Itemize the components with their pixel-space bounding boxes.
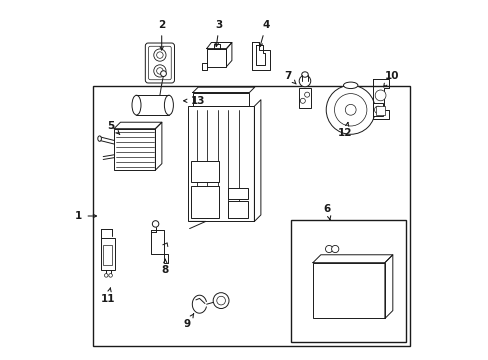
Text: 4: 4 (259, 20, 269, 46)
Circle shape (216, 296, 225, 305)
Text: 2: 2 (158, 20, 165, 50)
Bar (93, 86, 409, 346)
Circle shape (325, 85, 374, 134)
Ellipse shape (299, 75, 310, 87)
Text: 12: 12 (337, 122, 352, 138)
Circle shape (104, 274, 108, 277)
Circle shape (331, 246, 338, 253)
Bar (187, 106, 254, 221)
Circle shape (334, 94, 366, 126)
Circle shape (300, 98, 305, 103)
Circle shape (374, 90, 385, 101)
Bar (191, 161, 219, 182)
Circle shape (160, 71, 166, 77)
Text: 6: 6 (323, 204, 330, 220)
Ellipse shape (301, 72, 307, 77)
Bar (101, 238, 114, 270)
FancyBboxPatch shape (148, 46, 171, 80)
Ellipse shape (164, 95, 173, 115)
Bar (228, 188, 248, 199)
Text: 9: 9 (183, 314, 193, 329)
Circle shape (345, 104, 355, 115)
FancyBboxPatch shape (145, 43, 174, 83)
Bar (372, 103, 382, 116)
Circle shape (156, 68, 163, 74)
Circle shape (153, 49, 166, 61)
Bar (103, 245, 112, 265)
Circle shape (108, 274, 112, 277)
Circle shape (374, 106, 381, 113)
Text: 3: 3 (215, 20, 223, 46)
Text: 5: 5 (107, 121, 120, 134)
Text: 13: 13 (183, 96, 204, 106)
Ellipse shape (132, 95, 141, 115)
Bar (291, 220, 406, 342)
Bar (114, 129, 155, 170)
Bar (228, 201, 248, 218)
Text: 7: 7 (284, 71, 296, 84)
Text: 8: 8 (162, 259, 168, 275)
Bar (298, 88, 311, 108)
Bar (191, 185, 219, 218)
Ellipse shape (343, 82, 357, 89)
Ellipse shape (98, 136, 101, 141)
Bar (312, 263, 384, 319)
Circle shape (152, 221, 159, 227)
Circle shape (153, 65, 166, 77)
Circle shape (213, 293, 228, 309)
Circle shape (304, 92, 309, 97)
Circle shape (325, 246, 332, 253)
Circle shape (156, 52, 163, 58)
Bar (375, 106, 384, 115)
Text: 10: 10 (383, 71, 399, 87)
Text: 11: 11 (100, 288, 115, 304)
Text: 1: 1 (75, 211, 96, 221)
Bar (192, 93, 249, 106)
